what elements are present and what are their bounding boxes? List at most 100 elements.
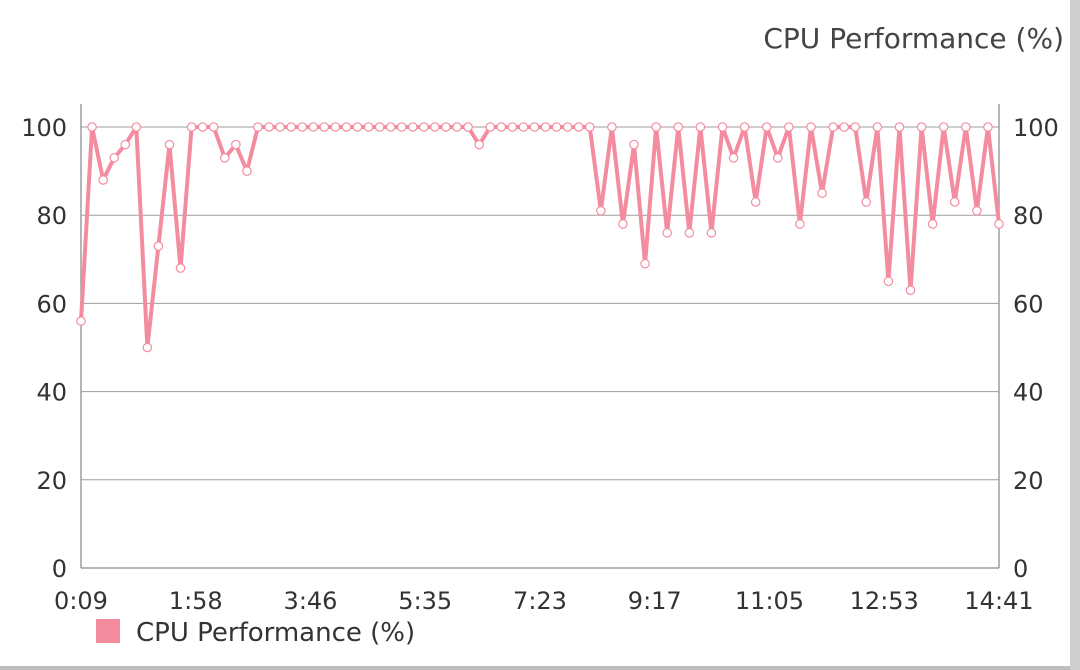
data-point: [551, 122, 562, 132]
x-tick-label: 0:09: [54, 587, 108, 615]
data-point: [175, 263, 186, 273]
data-point: [208, 122, 219, 132]
y-tick-label-right: 40: [1013, 379, 1044, 407]
data-point: [264, 122, 274, 132]
x-tick-label: 5:35: [398, 587, 452, 615]
data-point: [584, 122, 595, 132]
x-tick-label: 12:53: [850, 587, 919, 615]
y-tick-label-left: 0: [52, 555, 67, 583]
series-cpu-performance: [76, 122, 1004, 353]
data-point: [374, 122, 385, 132]
data-point: [186, 122, 197, 132]
data-point: [319, 122, 330, 132]
data-point: [817, 188, 827, 198]
x-tick-label: 11:05: [735, 587, 804, 615]
data-point: [297, 122, 308, 132]
data-point: [983, 122, 993, 132]
data-point: [474, 139, 484, 150]
data-point: [341, 122, 352, 132]
data-point: [640, 258, 650, 269]
y-tick-label-left: 60: [36, 290, 67, 318]
data-point: [596, 205, 606, 216]
data-point: [684, 228, 695, 238]
data-point: [330, 122, 341, 132]
data-point: [739, 122, 750, 132]
axes: [80, 104, 1000, 569]
data-point: [916, 122, 927, 132]
data-point: [949, 197, 960, 207]
data-point: [662, 228, 672, 238]
data-point: [607, 122, 617, 132]
data-point: [408, 122, 418, 132]
data-point: [98, 175, 108, 185]
data-point: [961, 122, 971, 132]
x-tick-label: 3:46: [284, 587, 338, 615]
data-point: [352, 122, 363, 132]
data-point: [905, 285, 916, 295]
data-point: [496, 122, 507, 132]
data-point: [87, 122, 97, 132]
y-tick-label-right: 100: [1013, 114, 1059, 142]
x-axis-ticks: 0:09 1:58 3:46 5:35 7:23 9:17 11:05 12:53 14:41: [54, 587, 1034, 615]
x-tick-label: 14:41: [964, 587, 1033, 615]
left-y-axis-ticks: 0 20 40 60 80 100: [21, 114, 67, 583]
data-point: [142, 342, 153, 353]
y-tick-label-left: 20: [36, 467, 67, 495]
data-point: [441, 122, 451, 132]
data-point: [938, 122, 949, 132]
data-point: [507, 122, 518, 132]
data-point: [219, 153, 230, 163]
data-point: [308, 122, 319, 132]
x-tick-label: 7:23: [513, 587, 567, 615]
data-point: [529, 122, 540, 132]
data-point: [994, 219, 1004, 229]
data-point: [419, 122, 429, 132]
data-point: [717, 122, 728, 132]
data-point: [872, 122, 883, 132]
series-line: [79, 125, 1001, 350]
data-point: [242, 166, 252, 176]
legend-label: CPU Performance (%): [136, 618, 415, 648]
data-point: [153, 241, 164, 251]
data-point: [883, 276, 894, 287]
data-point: [706, 228, 717, 238]
data-point: [761, 122, 772, 132]
data-point: [253, 122, 263, 132]
data-point: [795, 219, 805, 229]
data-point: [385, 122, 396, 132]
bottom-divider: [0, 666, 1070, 670]
data-point: [695, 122, 706, 132]
data-point: [286, 122, 296, 132]
data-point: [197, 122, 208, 132]
data-point: [231, 139, 241, 150]
data-point: [164, 139, 175, 150]
data-point: [463, 122, 473, 132]
y-tick-label-left: 80: [36, 202, 67, 230]
data-point: [850, 122, 861, 132]
data-point: [518, 122, 529, 132]
data-point: [629, 139, 639, 150]
y-tick-label-right: 0: [1013, 555, 1028, 583]
data-point: [772, 153, 783, 163]
data-point: [396, 122, 407, 132]
x-tick-label: 1:58: [169, 587, 223, 615]
data-point: [131, 122, 142, 132]
legend-swatch: [96, 619, 120, 643]
data-point: [562, 122, 573, 132]
data-point: [651, 122, 661, 132]
right-y-axis-ticks: 0 20 40 60 80 100: [1013, 114, 1059, 583]
data-point: [363, 122, 374, 132]
data-point: [828, 122, 838, 132]
data-point: [76, 316, 86, 326]
data-point: [927, 219, 938, 229]
vertical-scrollbar[interactable]: [1070, 0, 1080, 670]
y-tick-label-right: 80: [1013, 202, 1044, 230]
y-tick-label-right: 20: [1013, 467, 1044, 495]
data-point: [839, 122, 849, 132]
y-tick-label-right: 60: [1013, 290, 1044, 318]
data-point: [784, 122, 794, 132]
y-tick-label-left: 40: [36, 379, 67, 407]
legend[interactable]: CPU Performance (%): [96, 618, 415, 648]
data-point: [861, 197, 872, 207]
